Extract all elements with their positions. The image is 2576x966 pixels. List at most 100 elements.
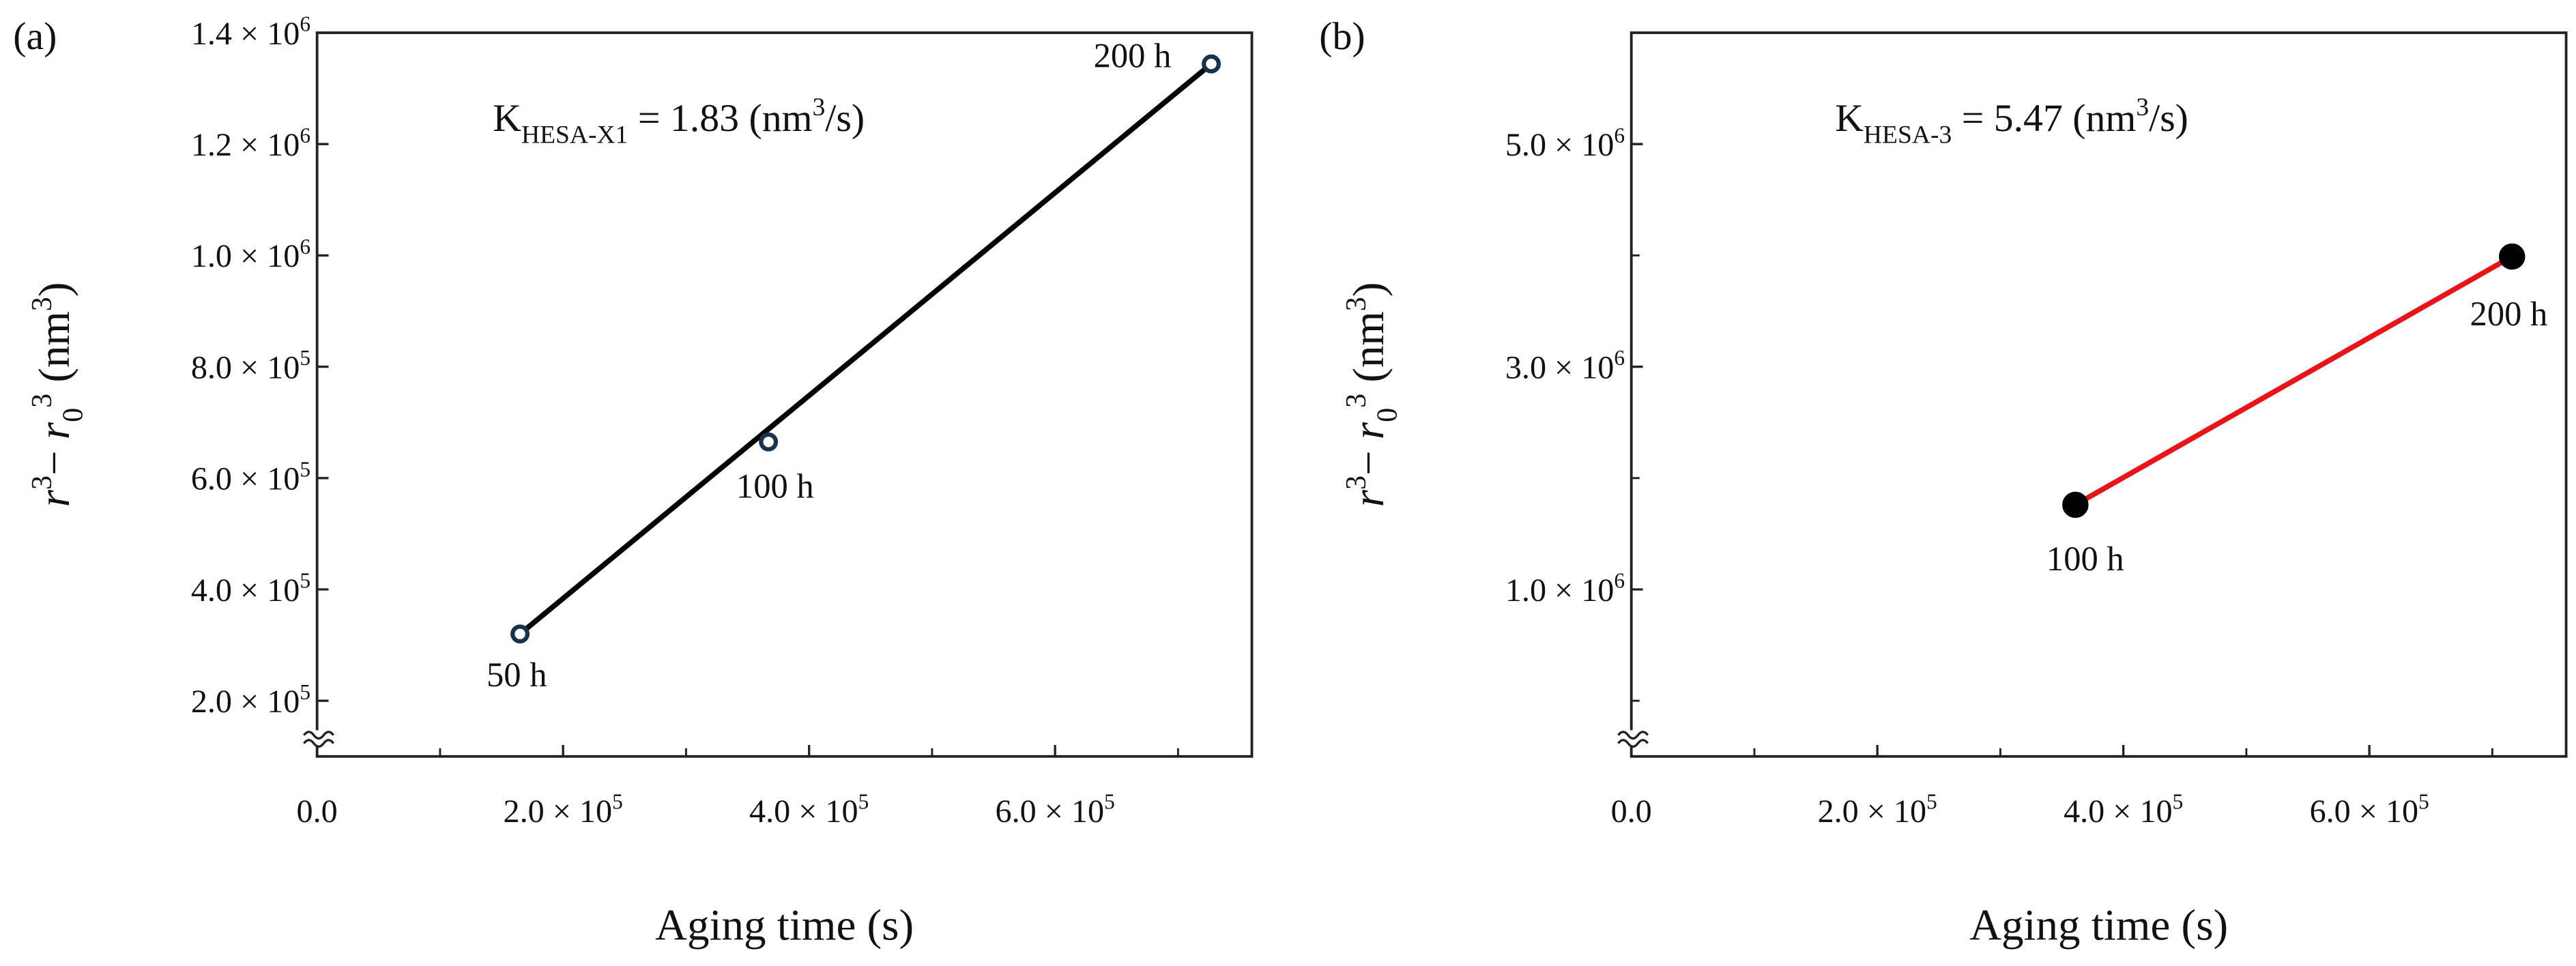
y-tick-label: 2.0 × 105 [191, 680, 310, 720]
text-part: ) [30, 282, 79, 297]
text-part: HESA-3 [1864, 121, 1952, 149]
text-part: 5 [1104, 790, 1115, 814]
text-part: = 1.83 (nm [628, 97, 812, 140]
x-tick-label: 4.0 × 105 [2064, 790, 2183, 830]
y-axis-title: r3− r03 (nm3) [26, 282, 89, 508]
text-part: r [30, 422, 79, 439]
text-part: 1.2 × 10 [191, 127, 300, 163]
point-label: 100 h [736, 467, 814, 505]
y-tick-label: 6.0 × 105 [191, 457, 310, 497]
text-part: 1.0 × 10 [191, 238, 300, 274]
text-part: 0.0 [1611, 793, 1652, 830]
text-part: 4.0 × 10 [749, 793, 858, 830]
y-tick-label: 1.0 × 106 [1505, 569, 1625, 609]
y-tick-label: 4.0 × 105 [191, 569, 310, 609]
text-part: ) [1344, 282, 1393, 297]
data-point [759, 432, 779, 452]
text-part: /s) [825, 97, 865, 140]
x-tick-label: 2.0 × 105 [504, 790, 623, 830]
text-part: 3 [1340, 297, 1372, 311]
text-part: 5 [612, 790, 623, 814]
text-part: (nm [1344, 311, 1393, 394]
text-part: 4.0 × 10 [2064, 793, 2173, 830]
text-part: 6 [1614, 346, 1625, 370]
text-part: 0 [1372, 408, 1404, 422]
data-point [2062, 491, 2089, 518]
text-part: − [1344, 439, 1393, 475]
text-part: K [1835, 97, 1864, 140]
text-part: 3 [26, 394, 58, 408]
text-part: r [1344, 489, 1393, 507]
plot-frame [315, 31, 1254, 758]
series-line [2074, 254, 2514, 508]
text-part: 3 [26, 475, 58, 490]
text-part: K [493, 97, 521, 140]
text-part: 5 [300, 680, 310, 704]
text-part: 6.0 × 10 [996, 793, 1105, 830]
y-axis-title: r3− r03 (nm3) [1340, 282, 1404, 508]
text-part: 6 [300, 235, 310, 259]
y-tick-label: 8.0 × 105 [191, 346, 310, 385]
y-tick-label: 5.0 × 106 [1505, 123, 1625, 163]
text-part: − [30, 439, 79, 475]
y-tick-label: 1.0 × 106 [191, 235, 310, 274]
panel-label: (a) [13, 15, 57, 58]
y-tick-label: 1.4 × 106 [191, 12, 310, 52]
x-tick-label: 6.0 × 105 [996, 790, 1115, 830]
annotation: KHESA-3 = 5.47 (nm3/s) [1835, 93, 2188, 149]
data-point [1202, 54, 1221, 74]
point-label: 50 h [487, 656, 547, 694]
text-part: 5 [2173, 790, 2184, 814]
text-part: 3 [2136, 93, 2149, 121]
axis-break [1617, 731, 1649, 748]
text-part: 5 [2418, 790, 2429, 814]
text-part: 6 [300, 12, 310, 36]
text-part: 1.0 × 10 [1505, 572, 1615, 609]
text-part: 2.0 × 10 [191, 684, 300, 720]
text-part: 5.0 × 10 [1505, 127, 1615, 163]
data-point [2498, 243, 2526, 270]
annotation: KHESA-X1 = 1.83 (nm3/s) [493, 93, 865, 149]
text-part: = 5.47 (nm [1952, 97, 2136, 140]
y-tick-label: 3.0 × 106 [1505, 346, 1625, 385]
text-part: 2.0 × 10 [1818, 793, 1927, 830]
text-part: 3 [26, 297, 58, 311]
text-part: HESA-X1 [521, 121, 628, 149]
plot-frame [1630, 31, 2568, 758]
text-part: 2.0 × 10 [504, 793, 613, 830]
text-part: 6.0 × 10 [191, 461, 300, 497]
x-tick-label: 0.0 [297, 793, 338, 830]
text-part: 5 [858, 790, 869, 814]
x-tick-label: 6.0 × 105 [2310, 790, 2429, 830]
point-label: 200 h [1094, 37, 1172, 75]
text-part: 1.4 × 10 [191, 16, 300, 52]
text-part: 5 [300, 569, 310, 593]
fit-line [518, 61, 1213, 636]
text-part: /s) [2149, 97, 2188, 140]
text-part: r [30, 489, 79, 507]
text-part: r [1344, 422, 1393, 439]
text-part: 8.0 × 10 [191, 349, 300, 385]
text-part: 5 [300, 346, 310, 370]
data-point [510, 624, 530, 644]
text-part: 6.0 × 10 [2310, 793, 2419, 830]
text-part: 3.0 × 10 [1505, 349, 1615, 385]
axis-break [303, 731, 335, 748]
text-part: 0 [57, 408, 89, 422]
x-axis-title: Aging time (s) [655, 901, 914, 950]
x-tick-label: 4.0 × 105 [749, 790, 869, 830]
panel-label: (b) [1319, 15, 1365, 58]
text-part: 6 [300, 123, 310, 147]
x-tick-label: 0.0 [1611, 793, 1652, 830]
point-label: 200 h [2470, 295, 2548, 333]
point-label: 100 h [2046, 540, 2124, 578]
text-part: 3 [1340, 394, 1372, 408]
text-part: 6 [1614, 123, 1625, 147]
y-tick-label: 1.2 × 106 [191, 123, 310, 163]
text-part: 0.0 [297, 793, 338, 830]
text-part: (nm [30, 311, 79, 394]
x-axis-title: Aging time (s) [1969, 901, 2228, 950]
text-part: 5 [1926, 790, 1937, 814]
text-part: 3 [813, 93, 826, 121]
